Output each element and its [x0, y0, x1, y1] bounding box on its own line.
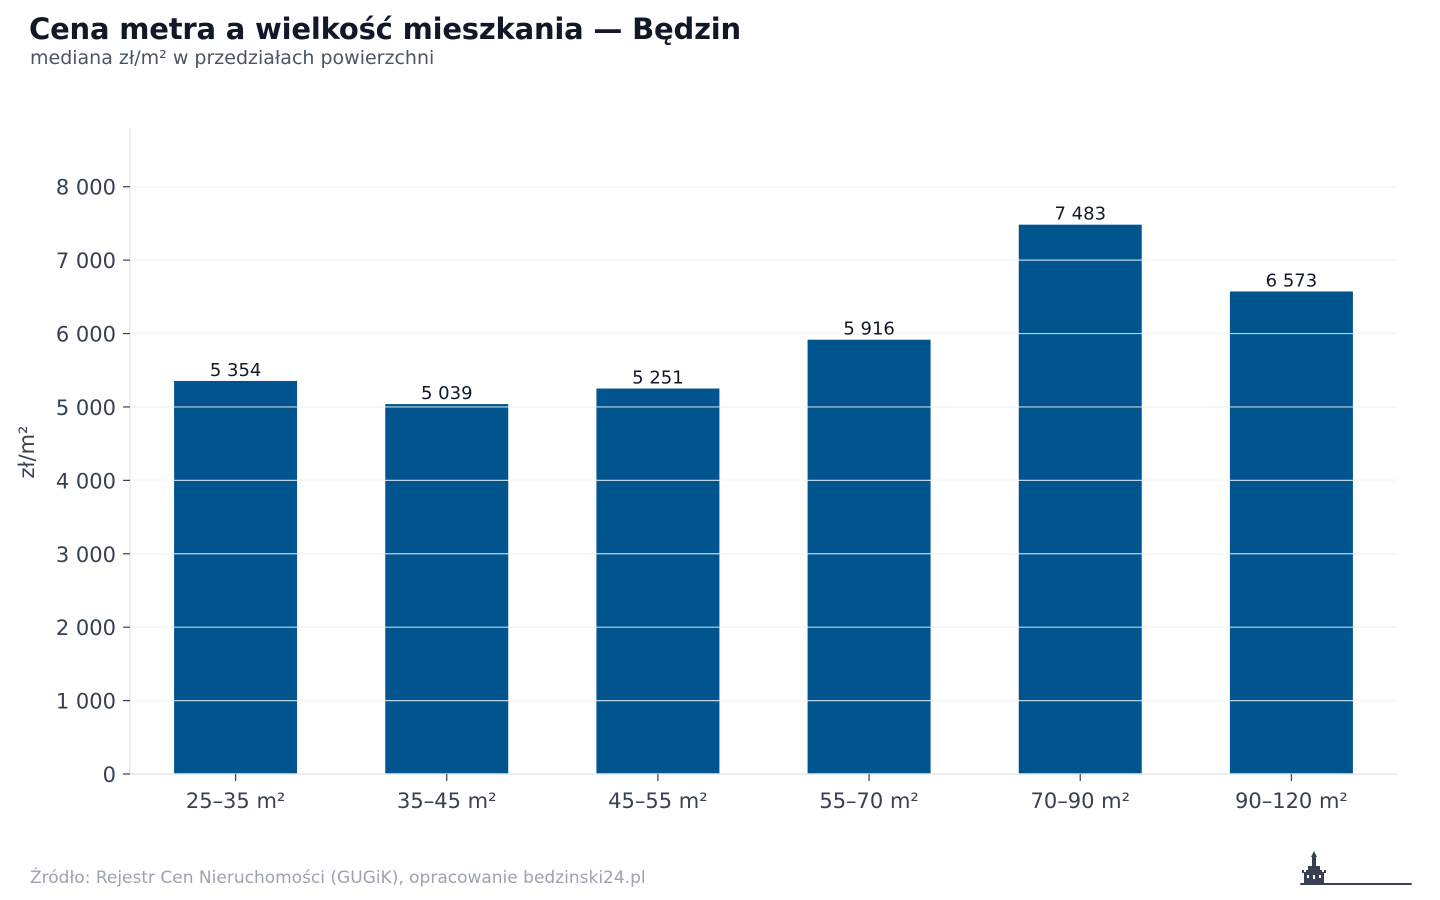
y-tick-label: 0 [103, 763, 116, 787]
data-label: 7 483 [1054, 204, 1106, 225]
x-tick-label: 70–90 m² [1031, 789, 1131, 813]
x-tick-label: 90–120 m² [1235, 789, 1348, 813]
bedzinski24-logo [1300, 851, 1412, 885]
y-tick-label: 5 000 [56, 396, 116, 420]
y-tick-label: 8 000 [56, 176, 116, 200]
data-label: 5 039 [421, 383, 473, 404]
y-tick-label: 3 000 [56, 543, 116, 567]
bar [385, 404, 509, 774]
y-tick-label: 6 000 [56, 323, 116, 347]
data-label: 6 573 [1266, 270, 1318, 291]
bars [174, 224, 1353, 774]
data-labels: 5 354 5 039 5 251 5 916 7 483 6 573 [210, 204, 1317, 404]
bar [174, 380, 298, 774]
chart-subtitle: mediana zł/m² w przedziałach powierzchni [30, 47, 435, 69]
bar [1018, 224, 1142, 774]
y-axis-label: zł/m² [15, 426, 39, 479]
y-tick-label: 4 000 [56, 469, 116, 493]
data-label: 5 354 [210, 360, 262, 381]
bar [1229, 291, 1353, 774]
bar [596, 388, 720, 774]
source-note: Źródło: Rejestr Cen Nieruchomości (GUGiK… [30, 868, 646, 888]
data-label: 5 916 [843, 319, 895, 340]
grid-lines [130, 185, 1397, 702]
x-tick-label: 45–55 m² [608, 789, 708, 813]
chart-title: Cena metra a wielkość mieszkania — Będzi… [29, 12, 741, 46]
y-tick-label: 7 000 [56, 249, 116, 273]
y-tick-label: 1 000 [56, 690, 116, 714]
grid-overlay [130, 186, 1397, 702]
x-tick-label: 35–45 m² [397, 789, 497, 813]
axes: 0 1 000 2 000 3 000 4 000 5 000 6 000 7 000 8 00… [15, 127, 1397, 813]
data-label: 5 251 [632, 368, 684, 389]
bar [807, 339, 931, 774]
x-tick-label: 55–70 m² [819, 789, 919, 813]
x-tick-label: 25–35 m² [186, 789, 286, 813]
y-tick-label: 2 000 [56, 616, 116, 640]
